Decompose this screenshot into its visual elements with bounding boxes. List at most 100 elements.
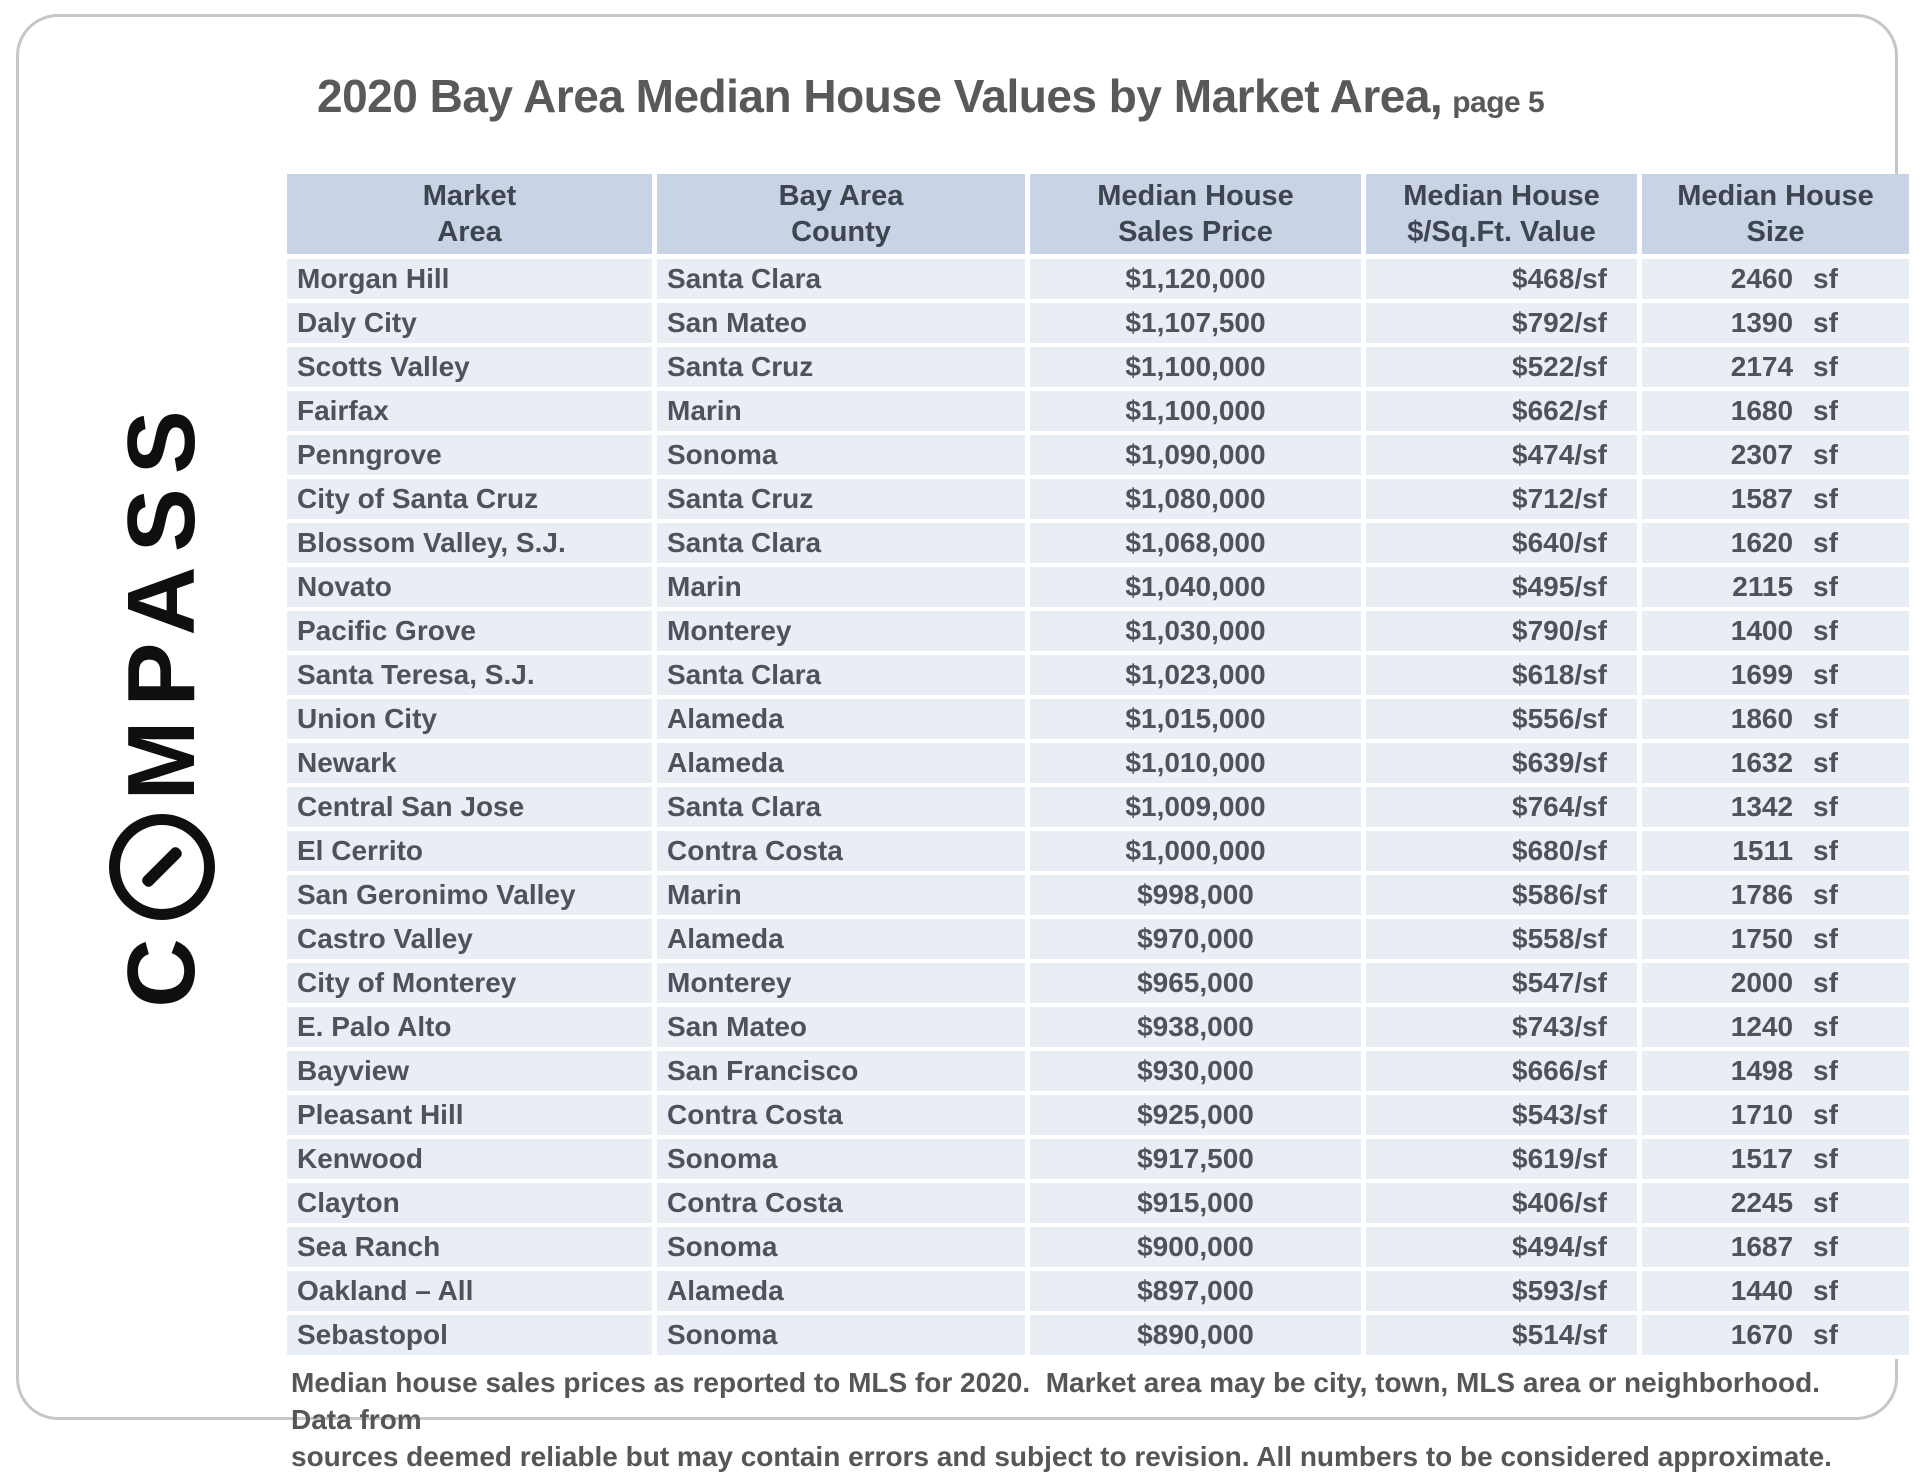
house-size-unit: sf: [1813, 791, 1838, 822]
table-row: Kenwood Sonoma $917,500 $619/sf 1517 sf: [287, 1139, 1909, 1183]
cell-ppsf-value: $640/sf: [1366, 523, 1642, 567]
cell-house-size: 1587 sf: [1642, 479, 1909, 523]
cell-ppsf-value: $514/sf: [1366, 1315, 1642, 1359]
cell-market-area: Blossom Valley, S.J.: [287, 523, 657, 567]
table-row: Penngrove Sonoma $1,090,000 $474/sf 2307…: [287, 435, 1909, 479]
cell-house-size: 1517 sf: [1642, 1139, 1909, 1183]
cell-house-size: 2174 sf: [1642, 347, 1909, 391]
cell-house-size: 1342 sf: [1642, 787, 1909, 831]
cell-house-size: 2245 sf: [1642, 1183, 1909, 1227]
house-size-unit: sf: [1813, 1231, 1838, 1262]
cell-county: Sonoma: [657, 435, 1030, 479]
cell-county: Santa Clara: [657, 655, 1030, 699]
cell-house-size: 1240 sf: [1642, 1007, 1909, 1051]
cell-market-area: E. Palo Alto: [287, 1007, 657, 1051]
table-row: Newark Alameda $1,010,000 $639/sf 1632 sf: [287, 743, 1909, 787]
house-size-value: 2000: [1730, 967, 1794, 998]
table-row: City of Monterey Monterey $965,000 $547/…: [287, 963, 1909, 1007]
cell-house-size: 1440 sf: [1642, 1271, 1909, 1315]
cell-market-area: Pleasant Hill: [287, 1095, 657, 1139]
cell-ppsf-value: $619/sf: [1366, 1139, 1642, 1183]
table-row: El Cerrito Contra Costa $1,000,000 $680/…: [287, 831, 1909, 875]
cell-house-size: 1710 sf: [1642, 1095, 1909, 1139]
house-size-value: 1517: [1730, 1143, 1794, 1174]
cell-sales-price: $1,090,000: [1030, 435, 1366, 479]
cell-house-size: 1670 sf: [1642, 1315, 1909, 1359]
cell-market-area: Scotts Valley: [287, 347, 657, 391]
house-size-unit: sf: [1813, 747, 1838, 778]
cell-sales-price: $1,120,000: [1030, 259, 1366, 303]
cell-market-area: El Cerrito: [287, 831, 657, 875]
cell-market-area: Sebastopol: [287, 1315, 657, 1359]
table-row: Fairfax Marin $1,100,000 $662/sf 1680 sf: [287, 391, 1909, 435]
house-size-unit: sf: [1813, 439, 1838, 470]
table-row: Oakland – All Alameda $897,000 $593/sf 1…: [287, 1271, 1909, 1315]
cell-house-size: 1860 sf: [1642, 699, 1909, 743]
cell-ppsf-value: $790/sf: [1366, 611, 1642, 655]
cell-county: Contra Costa: [657, 831, 1030, 875]
cell-county: Alameda: [657, 743, 1030, 787]
cell-sales-price: $1,068,000: [1030, 523, 1366, 567]
cell-market-area: Penngrove: [287, 435, 657, 479]
cell-ppsf-value: $474/sf: [1366, 435, 1642, 479]
cell-house-size: 1620 sf: [1642, 523, 1909, 567]
cell-sales-price: $1,100,000: [1030, 347, 1366, 391]
house-size-value: 1440: [1730, 1275, 1794, 1306]
median-values-table: Market Area Bay Area County Median House…: [287, 174, 1909, 1359]
cell-house-size: 1390 sf: [1642, 303, 1909, 347]
cell-market-area: Central San Jose: [287, 787, 657, 831]
table-row: Novato Marin $1,040,000 $495/sf 2115 sf: [287, 567, 1909, 611]
house-size-value: 1620: [1730, 527, 1794, 558]
cell-county: San Francisco: [657, 1051, 1030, 1095]
house-size-unit: sf: [1813, 1011, 1838, 1042]
house-size-unit: sf: [1813, 1055, 1838, 1086]
cell-market-area: Castro Valley: [287, 919, 657, 963]
cell-county: Marin: [657, 391, 1030, 435]
cell-county: Santa Cruz: [657, 479, 1030, 523]
cell-sales-price: $1,107,500: [1030, 303, 1366, 347]
table-header: Market Area Bay Area County Median House…: [287, 174, 1909, 259]
house-size-unit: sf: [1813, 1187, 1838, 1218]
house-size-value: 1342: [1730, 791, 1794, 822]
table-row: Central San Jose Santa Clara $1,009,000 …: [287, 787, 1909, 831]
table-row: Pacific Grove Monterey $1,030,000 $790/s…: [287, 611, 1909, 655]
house-size-value: 1498: [1730, 1055, 1794, 1086]
cell-ppsf-value: $712/sf: [1366, 479, 1642, 523]
cell-county: Monterey: [657, 611, 1030, 655]
house-size-value: 1687: [1730, 1231, 1794, 1262]
cell-market-area: Union City: [287, 699, 657, 743]
house-size-unit: sf: [1813, 351, 1838, 382]
cell-county: Sonoma: [657, 1315, 1030, 1359]
cell-ppsf-value: $792/sf: [1366, 303, 1642, 347]
compass-needle-o-icon: [109, 814, 215, 921]
cell-ppsf-value: $406/sf: [1366, 1183, 1642, 1227]
cell-sales-price: $1,010,000: [1030, 743, 1366, 787]
house-size-value: 2245: [1730, 1187, 1794, 1218]
cell-county: Sonoma: [657, 1139, 1030, 1183]
cell-house-size: 2115 sf: [1642, 567, 1909, 611]
cell-county: San Mateo: [657, 303, 1030, 347]
cell-sales-price: $1,100,000: [1030, 391, 1366, 435]
house-size-value: 1680: [1730, 395, 1794, 426]
house-size-value: 1860: [1730, 703, 1794, 734]
house-size-value: 1390: [1730, 307, 1794, 338]
cell-county: Contra Costa: [657, 1095, 1030, 1139]
compass-logo-letters-mpass: MPASS: [108, 396, 215, 801]
house-size-unit: sf: [1813, 659, 1838, 690]
cell-sales-price: $1,015,000: [1030, 699, 1366, 743]
table-row: Santa Teresa, S.J. Santa Clara $1,023,00…: [287, 655, 1909, 699]
house-size-unit: sf: [1813, 571, 1838, 602]
cell-market-area: Clayton: [287, 1183, 657, 1227]
cell-market-area: Novato: [287, 567, 657, 611]
cell-sales-price: $1,000,000: [1030, 831, 1366, 875]
house-size-unit: sf: [1813, 307, 1838, 338]
cell-market-area: Fairfax: [287, 391, 657, 435]
table-row: Blossom Valley, S.J. Santa Clara $1,068,…: [287, 523, 1909, 567]
house-size-unit: sf: [1813, 395, 1838, 426]
compass-logo-letter-c: C: [108, 924, 215, 1008]
cell-sales-price: $917,500: [1030, 1139, 1366, 1183]
cell-county: Santa Cruz: [657, 347, 1030, 391]
house-size-unit: sf: [1813, 835, 1838, 866]
cell-ppsf-value: $618/sf: [1366, 655, 1642, 699]
house-size-unit: sf: [1813, 703, 1838, 734]
